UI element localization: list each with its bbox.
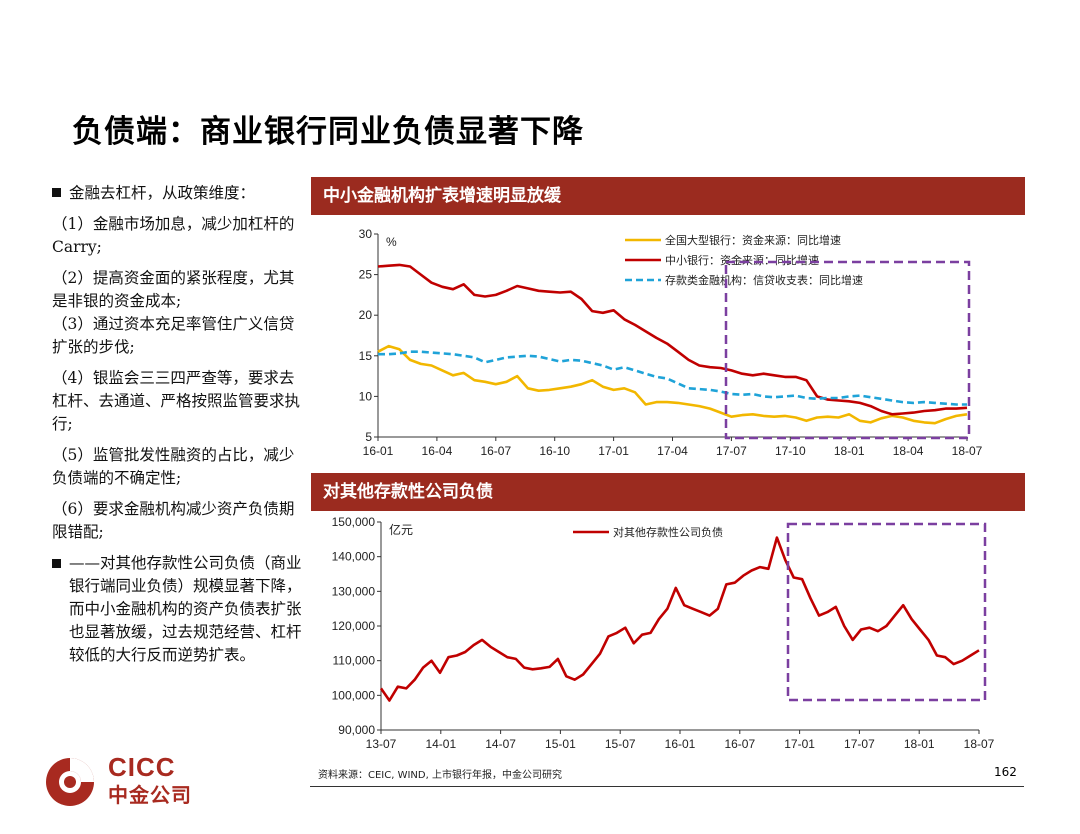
series-line-1 (377, 263, 968, 416)
policy-item-5: （5）监管批发性融资的占比，减少负债端的不确定性; (52, 446, 295, 487)
policy-item-6: （6）要求金融机构减少资产负债期限错配; (52, 500, 295, 541)
x-tick-label: 16-04 (422, 444, 453, 458)
y-tick-label: 25 (359, 268, 373, 282)
x-tick-label: 17-04 (657, 444, 688, 458)
y-tick-label: 120,000 (332, 619, 376, 633)
footer-divider (310, 786, 1024, 787)
x-tick-label: 18-07 (964, 737, 995, 751)
x-tick-label: 15-01 (545, 737, 576, 751)
source-note: 资料来源：CEIC, WIND, 上市银行年报，中金公司研究 (318, 770, 562, 781)
bullet-intro: 金融去杠杆，从政策维度： (52, 182, 304, 205)
square-bullet-icon (52, 188, 61, 197)
y-tick-label: 110,000 (333, 654, 376, 668)
series-line-0 (377, 344, 968, 425)
y-tick-label: 140,000 (332, 550, 376, 564)
series-line-2 (378, 350, 967, 406)
policy-item-2: （2）提高资金面的紧张程度，尤其是非银的资金成本; (52, 269, 295, 310)
series-line-0 (379, 536, 980, 702)
x-tick-label: 16-07 (724, 737, 755, 751)
policy-item-1: （1）金融市场加息，减少加杠杆的Carry; (52, 215, 295, 256)
highlight-box (724, 260, 971, 440)
policy-item-4: （4）银监会三三四严查等，要求去杠杆、去通道、严格按照监管要求执行; (52, 369, 301, 433)
x-tick-label: 17-07 (716, 444, 747, 458)
unit-label: % (386, 235, 397, 249)
y-tick-label: 10 (359, 389, 373, 403)
chart-interbank-liabilities: 90,000 100,000 110,000 120,000 130,000 140,00… (332, 515, 995, 751)
x-tick-label: 18-01 (834, 444, 865, 458)
y-tick-label: 5 (365, 430, 372, 444)
x-tick-label: 17-01 (598, 444, 629, 458)
y-tick-label: 150,000 (332, 515, 376, 529)
legend-label-2: 存款类金融机构：信贷收支表：同比增速 (665, 273, 863, 287)
y-tick-label: 20 (359, 308, 373, 322)
chart-growth-rates: 5 10 15 20 25 30 16-01 16-04 16-07 16-10 17-01 17-0… (359, 227, 983, 458)
policy-item-3: （3）通过资本充足率管住广义信贷扩张的步伐; (52, 315, 295, 356)
x-tick-label: 16-01 (665, 737, 696, 751)
logo-text-cn: 中金公司 (108, 783, 192, 807)
x-tick-label: 18-07 (952, 444, 983, 458)
x-tick-label: 15-07 (605, 737, 636, 751)
square-bullet-icon (52, 559, 61, 568)
highlight-box (786, 522, 987, 702)
x-tick-label: 17-01 (784, 737, 815, 751)
y-tick-label: 30 (359, 227, 373, 241)
legend-label-1: 中小银行：资金来源：同比增速 (665, 253, 819, 267)
chart2-header: 对其他存款性公司负债 (311, 473, 1025, 511)
x-tick-label: 16-01 (363, 444, 394, 458)
x-tick-label: 13-07 (366, 737, 397, 751)
logo-text-en: CICC (108, 752, 176, 782)
bullet-conclusion: ——对其他存款性公司负债（商业银行端同业负债）规模显著下降，而中小金融机构的资产… (52, 552, 304, 667)
x-tick-label: 16-07 (480, 444, 511, 458)
x-tick-label: 17-10 (775, 444, 806, 458)
y-tick-label: 100,000 (332, 688, 376, 702)
y-tick-label: 15 (359, 349, 373, 363)
cicc-logo-icon (46, 758, 94, 806)
page-number: 162 (994, 765, 1017, 779)
y-tick-label: 130,000 (332, 584, 376, 598)
x-tick-label: 17-07 (844, 737, 875, 751)
y-tick-label: 90,000 (338, 723, 375, 737)
legend-label-0: 对其他存款性公司负债 (613, 525, 723, 539)
legend-label-0: 全国大型银行：资金来源：同比增速 (665, 233, 841, 247)
slide-title: 负债端：商业银行同业负债显著下降 (72, 114, 584, 150)
unit-label: 亿元 (389, 522, 413, 537)
left-text-column: 金融去杠杆，从政策维度： （1）金融市场加息，减少加杠杆的Carry; （2）提… (52, 182, 304, 675)
chart1-header: 中小金融机构扩表增速明显放缓 (311, 177, 1025, 215)
x-tick-label: 18-04 (893, 444, 924, 458)
x-tick-label: 14-01 (425, 737, 456, 751)
x-tick-label: 14-07 (485, 737, 516, 751)
x-tick-label: 18-01 (904, 737, 935, 751)
x-tick-label: 16-10 (539, 444, 570, 458)
